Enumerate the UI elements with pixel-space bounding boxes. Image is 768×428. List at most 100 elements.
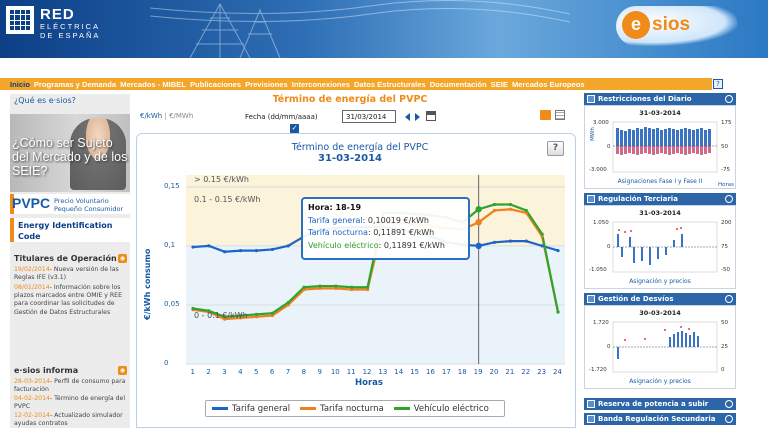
data-point[interactable] [334, 284, 338, 288]
panel-header-reserva-potencia[interactable]: Reserva de potencia a subir [584, 398, 736, 410]
data-point[interactable] [540, 234, 544, 239]
data-point[interactable] [270, 311, 274, 315]
panel-body-regulacion-terciaria[interactable]: 31-03-2014 1.050 0 -1.050 200 75 -50 Asi… [584, 205, 736, 289]
ree-logo-icon[interactable] [6, 6, 34, 34]
legend-item-tarifa-nocturna[interactable]: Tarifa nocturna [300, 404, 384, 414]
nav-item-documentacion[interactable]: Documentación [429, 79, 487, 89]
nav-item-publicaciones[interactable]: Publicaciones [189, 79, 242, 89]
data-point[interactable] [556, 249, 560, 253]
news-item[interactable]: 12-02-2014- Actualizado simulador ayudas… [14, 412, 126, 428]
data-point[interactable] [239, 316, 243, 320]
data-point[interactable] [508, 202, 512, 207]
table-view-icon[interactable] [555, 110, 565, 120]
panel-header-gestion-desvios[interactable]: Gestión de Desvíos [584, 293, 736, 305]
data-point[interactable] [286, 303, 290, 307]
line-chart[interactable] [136, 160, 576, 380]
data-point[interactable] [524, 211, 528, 215]
help-icon[interactable]: ? [713, 79, 723, 89]
news-item[interactable]: 08/01/2014- Información sobre los plazos… [14, 284, 126, 317]
data-point[interactable] [350, 287, 354, 292]
search-icon[interactable] [725, 95, 733, 103]
data-point[interactable] [254, 312, 259, 316]
data-point[interactable] [524, 239, 528, 243]
pvpc-banner[interactable]: PVPC Precio Voluntario Pequeño Consumido… [10, 194, 130, 214]
data-point[interactable] [223, 315, 227, 319]
data-point[interactable] [239, 313, 243, 318]
legend-item-vehiculo-electrico[interactable]: Vehículo eléctrico [393, 404, 489, 414]
nav-item-programas[interactable]: Programas y Demanda [33, 79, 117, 89]
data-point[interactable] [475, 219, 482, 226]
panel-body-gestion-desvios[interactable]: 30-03-2014 1.720 0 -1.720 50 25 0 Asigna… [584, 305, 736, 389]
que-es-esios-link[interactable]: ¿Qué es e·sios? [14, 96, 76, 105]
news-item[interactable]: 19/02/2014- Nueva versión de las Reglas … [14, 266, 126, 282]
esios-logo[interactable]: e sios [616, 6, 738, 46]
search-icon[interactable] [725, 295, 733, 303]
data-point[interactable] [524, 208, 528, 213]
data-point[interactable] [207, 309, 211, 313]
data-point[interactable] [270, 313, 274, 318]
rss-icon[interactable]: ◉ [118, 254, 127, 263]
data-point[interactable] [191, 306, 195, 311]
data-point[interactable] [475, 242, 482, 250]
legend-item-tarifa-general[interactable]: Tarifa general [212, 404, 290, 414]
date-input[interactable] [342, 110, 396, 123]
next-day-arrow-icon[interactable] [415, 113, 420, 121]
data-point[interactable] [556, 310, 560, 314]
panel-header-banda-secundaria[interactable]: Banda Regulación Secundaria [584, 413, 736, 425]
panel-header-restricciones[interactable]: Restricciones del Diario [584, 93, 736, 105]
data-point[interactable] [270, 247, 274, 252]
data-point[interactable] [302, 287, 306, 292]
nav-item-interconexiones[interactable]: Interconexiones [291, 79, 350, 89]
data-point[interactable] [365, 285, 370, 289]
data-point[interactable] [365, 287, 370, 292]
data-point[interactable] [254, 249, 259, 253]
print-icon[interactable] [540, 110, 551, 120]
data-point[interactable] [508, 239, 512, 243]
data-point[interactable] [191, 245, 195, 249]
confirm-checkbox[interactable]: ✓ [290, 124, 299, 133]
data-point[interactable] [286, 300, 290, 305]
nav-item-seie[interactable]: SEIE [490, 79, 508, 89]
promo-banner[interactable]: ¿Cómo ser Sujeto del Mercado y de los SE… [10, 114, 130, 192]
panel-icon [587, 415, 595, 423]
data-point[interactable] [508, 207, 512, 211]
data-point[interactable] [318, 286, 322, 290]
nav-item-mercados-europeos[interactable]: Mercados Europeos [511, 79, 585, 89]
data-point[interactable] [334, 286, 338, 290]
unit-mwh-link[interactable]: €/MWh [169, 112, 194, 120]
data-point[interactable] [286, 244, 290, 248]
search-icon[interactable] [725, 195, 733, 203]
data-point[interactable] [318, 284, 322, 288]
eic-link[interactable]: Energy Identification Code [10, 218, 130, 242]
nav-item-mercados-mibel[interactable]: Mercados - MIBEL [120, 79, 186, 89]
calendar-icon[interactable] [426, 111, 436, 121]
data-point[interactable] [350, 285, 354, 289]
unit-kwh-link[interactable]: €/kWh [140, 112, 163, 120]
search-icon[interactable] [725, 415, 733, 423]
date-label: Fecha (dd/mm/aaaa) [245, 113, 318, 121]
chart-help-button[interactable]: ? [547, 141, 564, 156]
data-point[interactable] [492, 208, 497, 213]
data-point[interactable] [207, 244, 211, 248]
data-point[interactable] [239, 249, 243, 253]
search-icon[interactable] [725, 400, 733, 408]
data-point[interactable] [223, 250, 227, 254]
nav-item-inicio[interactable]: Inicio [10, 79, 30, 89]
data-point[interactable] [302, 285, 306, 289]
panel-caption: Asignación y precios [629, 378, 691, 385]
data-point[interactable] [254, 315, 259, 319]
panel-header-regulacion-terciaria[interactable]: Regulación Terciaria [584, 193, 736, 205]
data-point[interactable] [475, 206, 482, 213]
news-item[interactable]: 28-03-2014- Perfil de consumo para factu… [14, 378, 126, 394]
data-point[interactable] [492, 240, 497, 244]
data-point[interactable] [223, 317, 227, 321]
data-point[interactable] [540, 232, 544, 236]
news-item[interactable]: 04-02-2014- Término de energía del PVPC [14, 395, 126, 411]
panel-body-restricciones[interactable]: 31-03-2014 3.000 0 -3.000 175 50 -75 Asi… [584, 105, 736, 189]
nav-item-previsiones[interactable]: Previsiones [245, 79, 288, 89]
rss-icon[interactable]: ◉ [118, 366, 127, 375]
nav-item-datos-estructurales[interactable]: Datos Estructurales [353, 79, 426, 89]
data-point[interactable] [540, 244, 544, 248]
prev-day-arrow-icon[interactable] [405, 113, 410, 121]
data-point[interactable] [492, 202, 497, 207]
